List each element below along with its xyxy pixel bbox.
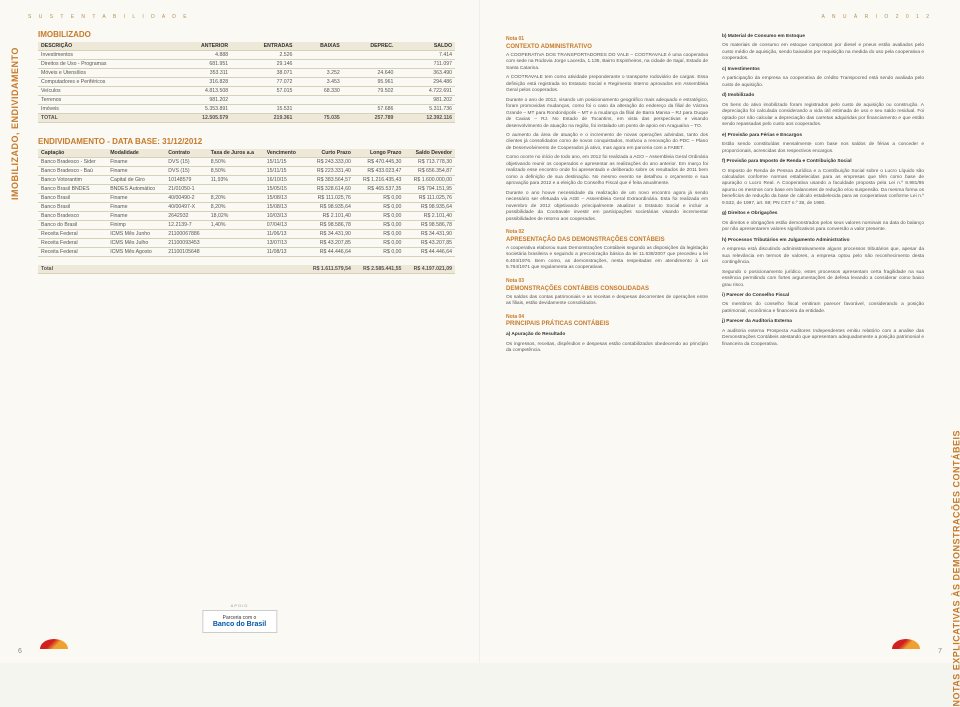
item-b: b) Material de Consumo em Estoque bbox=[722, 34, 924, 40]
endiv-col-1: Modalidade bbox=[107, 149, 165, 158]
imob-col-3: BAIXAS bbox=[295, 42, 342, 51]
apoio-label: APOIO bbox=[202, 603, 277, 608]
footer-logo-left bbox=[40, 639, 68, 657]
table-row: Móveis e Utensílios353.31138.0713.25224.… bbox=[38, 69, 455, 78]
nota03-p: Os saldos das contas patrimoniais e as r… bbox=[506, 295, 708, 308]
imobilizado-block: IMOBILIZADO DESCRIÇÃOANTERIORENTRADASBAI… bbox=[38, 30, 455, 123]
nota01-p1: A COOPERATIVA DOS TRANSPORTADORES DO VAL… bbox=[506, 53, 708, 72]
sponsor-block: APOIO Parceria com o Banco do Brasil bbox=[202, 603, 277, 633]
item-d-text: Os bens do ativo imobilizado foram regis… bbox=[722, 103, 924, 129]
header-bar-left: S U S T E N T A B I L I D A D E bbox=[24, 14, 455, 20]
endiv-col-0: Captação bbox=[38, 149, 107, 158]
nota02-p: A cooperativa elaborou suas Demonstraçõe… bbox=[506, 246, 708, 272]
page-left: S U S T E N T A B I L I D A D E IMOBILIZ… bbox=[0, 0, 480, 663]
table-row: Banco BradescoFiname264293218,02%10/03/1… bbox=[38, 212, 455, 221]
endiv-col-3: Taxa de Juros a.a bbox=[208, 149, 264, 158]
nota02-head: Nota 02 APRESENTAÇÃO DAS DEMONSTRAÇÕES C… bbox=[506, 229, 708, 244]
item-c-text: A participação da empresa na cooperativa… bbox=[722, 76, 924, 89]
item-i-text: Os membros do conselho fiscal emitiram p… bbox=[722, 302, 924, 315]
imobilizado-table: DESCRIÇÃOANTERIORENTRADASBAIXASDEPREC.SA… bbox=[38, 42, 455, 123]
side-label-left: IMOBILIZADO, ENDIVIDAMENTO bbox=[10, 47, 20, 200]
table-row: Banco Bradesco - SiderFinameDVS (15)8,50… bbox=[38, 158, 455, 167]
nota01-p6: Durante o ano houve necessidade da reali… bbox=[506, 191, 708, 223]
item-b-text: Os materiais de consumo em estoque compo… bbox=[722, 43, 924, 62]
item-h-text1: A empresa está discutindo administrativa… bbox=[722, 247, 924, 266]
table-row: Banco BrasilFiname40/00490-28,20%15/08/1… bbox=[38, 194, 455, 203]
imob-col-4: DEPREC. bbox=[343, 42, 397, 51]
endiv-col-6: Longo Prazo bbox=[354, 149, 405, 158]
item-a-text: Os ingressos, receitas, dispêndios e des… bbox=[506, 342, 708, 355]
side-label-right: NOTAS EXPLICATIVAS ÀS DEMONSTRAÇÕES CONT… bbox=[952, 430, 960, 707]
table-row: Banco do BrasilFinimp12.2139-71,40%07/04… bbox=[38, 221, 455, 230]
endividamento-table: CaptaçãoModalidadeContratoTaxa de Juros … bbox=[38, 149, 455, 274]
page-spread: S U S T E N T A B I L I D A D E IMOBILIZ… bbox=[0, 0, 960, 663]
nota01-p4: O aumento da área de atuação e o increme… bbox=[506, 133, 708, 152]
header-anuario: A N U Á R I O 2 0 1 2 bbox=[821, 14, 932, 20]
page-num-right: 7 bbox=[938, 648, 942, 655]
imob-col-5: SALDO bbox=[396, 42, 455, 51]
imob-total-row: TOTAL12.505.579219.36175.035257.78912.39… bbox=[38, 114, 455, 123]
item-d: d) Imobilizado bbox=[722, 93, 924, 99]
endiv-col-7: Saldo Devedor bbox=[404, 149, 455, 158]
item-f: f) Provisão para Imposto de Renda e Cont… bbox=[722, 159, 924, 165]
imobilizado-title: IMOBILIZADO bbox=[38, 30, 455, 39]
content-left: IMOBILIZADO DESCRIÇÃOANTERIORENTRADASBAI… bbox=[38, 30, 455, 274]
item-i: i) Parecer do Conselho Fiscal bbox=[722, 293, 924, 299]
endiv-col-4: Vencimento bbox=[264, 149, 304, 158]
page-num-left: 6 bbox=[18, 648, 22, 655]
table-row: Computadores e Periféricos316.82877.0723… bbox=[38, 78, 455, 87]
table-row: Veículos4.813.50857.01568.33079.5024.722… bbox=[38, 87, 455, 96]
item-g: g) Direitos e Obrigações bbox=[722, 211, 924, 217]
item-h: h) Processos Tributários em Julgamento A… bbox=[722, 238, 924, 244]
table-row: Banco Bradesco - BaúFinameDVS (15)8,50%1… bbox=[38, 167, 455, 176]
item-h-text2: Segundo o posicionamento jurídico, estes… bbox=[722, 270, 924, 289]
bb-logo: Parceria com o Banco do Brasil bbox=[202, 610, 277, 633]
item-a: a) Apuração do Resultado bbox=[506, 332, 708, 338]
endiv-col-5: Curto Prazo bbox=[304, 149, 354, 158]
header-bar-right: A N U Á R I O 2 0 1 2 bbox=[504, 14, 936, 20]
header-sust: S U S T E N T A B I L I D A D E bbox=[28, 14, 190, 20]
item-g-text: Os direitos e obrigações estão demonstra… bbox=[722, 221, 924, 234]
table-row: Receita FederalICMS Mês Junho21100067886… bbox=[38, 230, 455, 239]
item-f-text: O Imposto de Renda de Pessoa Jurídica e … bbox=[722, 169, 924, 208]
nota01-p5: Como ocorre no início de todo ano, em 20… bbox=[506, 155, 708, 187]
endiv-col-2: Contrato bbox=[165, 149, 208, 158]
nota04-head: Nota 04 PRINCIPAIS PRÁTICAS CONTÁBEIS bbox=[506, 314, 708, 329]
table-row: Banco BrasilFiname40/00497-X8,20%15/08/1… bbox=[38, 203, 455, 212]
table-row: Terrenos981.202981.202 bbox=[38, 96, 455, 105]
item-j-text: A auditoria externa Prospecta Auditores … bbox=[722, 329, 924, 348]
endividamento-block: ENDIVIDAMENTO - DATA BASE: 31/12/2012 Ca… bbox=[38, 137, 455, 274]
item-c: c) Investimentos bbox=[722, 67, 924, 73]
imob-col-2: ENTRADAS bbox=[231, 42, 295, 51]
table-row: Imóveis5.353.89115.53157.6865.311.736 bbox=[38, 105, 455, 114]
table-row: Receita FederalICMS Mês Julho21100093453… bbox=[38, 239, 455, 248]
imob-col-1: ANTERIOR bbox=[170, 42, 231, 51]
footer-logo-right bbox=[892, 639, 920, 657]
item-e: e) Provisão para Férias e Encargos bbox=[722, 133, 924, 139]
page-right: A N U Á R I O 2 0 1 2 NOTAS EXPLICATIVAS… bbox=[480, 0, 960, 663]
item-j: j) Parecer da Auditoria Externa bbox=[722, 319, 924, 325]
bb-line2: Banco do Brasil bbox=[213, 621, 266, 628]
table-row: Banco Brasil BNDESBNDES Automático21/010… bbox=[38, 185, 455, 194]
nota01-p3: Durante o ano de 2012, visando um posici… bbox=[506, 98, 708, 130]
nota03-head: Nota 03 DEMONSTRAÇÕES CONTÁBEIS CONSOLID… bbox=[506, 278, 708, 293]
text-col-2: b) Material de Consumo em Estoque Os mat… bbox=[722, 30, 924, 358]
endiv-total-row: TotalR$ 1.611.579,54R$ 2.585.441,55R$ 4.… bbox=[38, 265, 455, 274]
nota01-head: Nota 01 CONTEXTO ADMINISTRATIVO bbox=[506, 36, 708, 51]
text-col-1: Nota 01 CONTEXTO ADMINISTRATIVO A COOPER… bbox=[506, 30, 708, 358]
table-row: Receita FederalICMS Mês Agosto2110010564… bbox=[38, 248, 455, 257]
table-row: Banco VotorantimCapital de Giro101485791… bbox=[38, 176, 455, 185]
item-e-text: Estão sendo constituídas mensalmente com… bbox=[722, 142, 924, 155]
endividamento-title: ENDIVIDAMENTO - DATA BASE: 31/12/2012 bbox=[38, 137, 455, 146]
imob-col-0: DESCRIÇÃO bbox=[38, 42, 170, 51]
table-row: Direitos de Uso - Programas681.95129.146… bbox=[38, 60, 455, 69]
table-row: Investimentos4.8882.5267.414 bbox=[38, 51, 455, 60]
nota01-p2: A COOTRAVALE tem como atividade preponde… bbox=[506, 75, 708, 94]
text-columns: Nota 01 CONTEXTO ADMINISTRATIVO A COOPER… bbox=[506, 30, 924, 358]
